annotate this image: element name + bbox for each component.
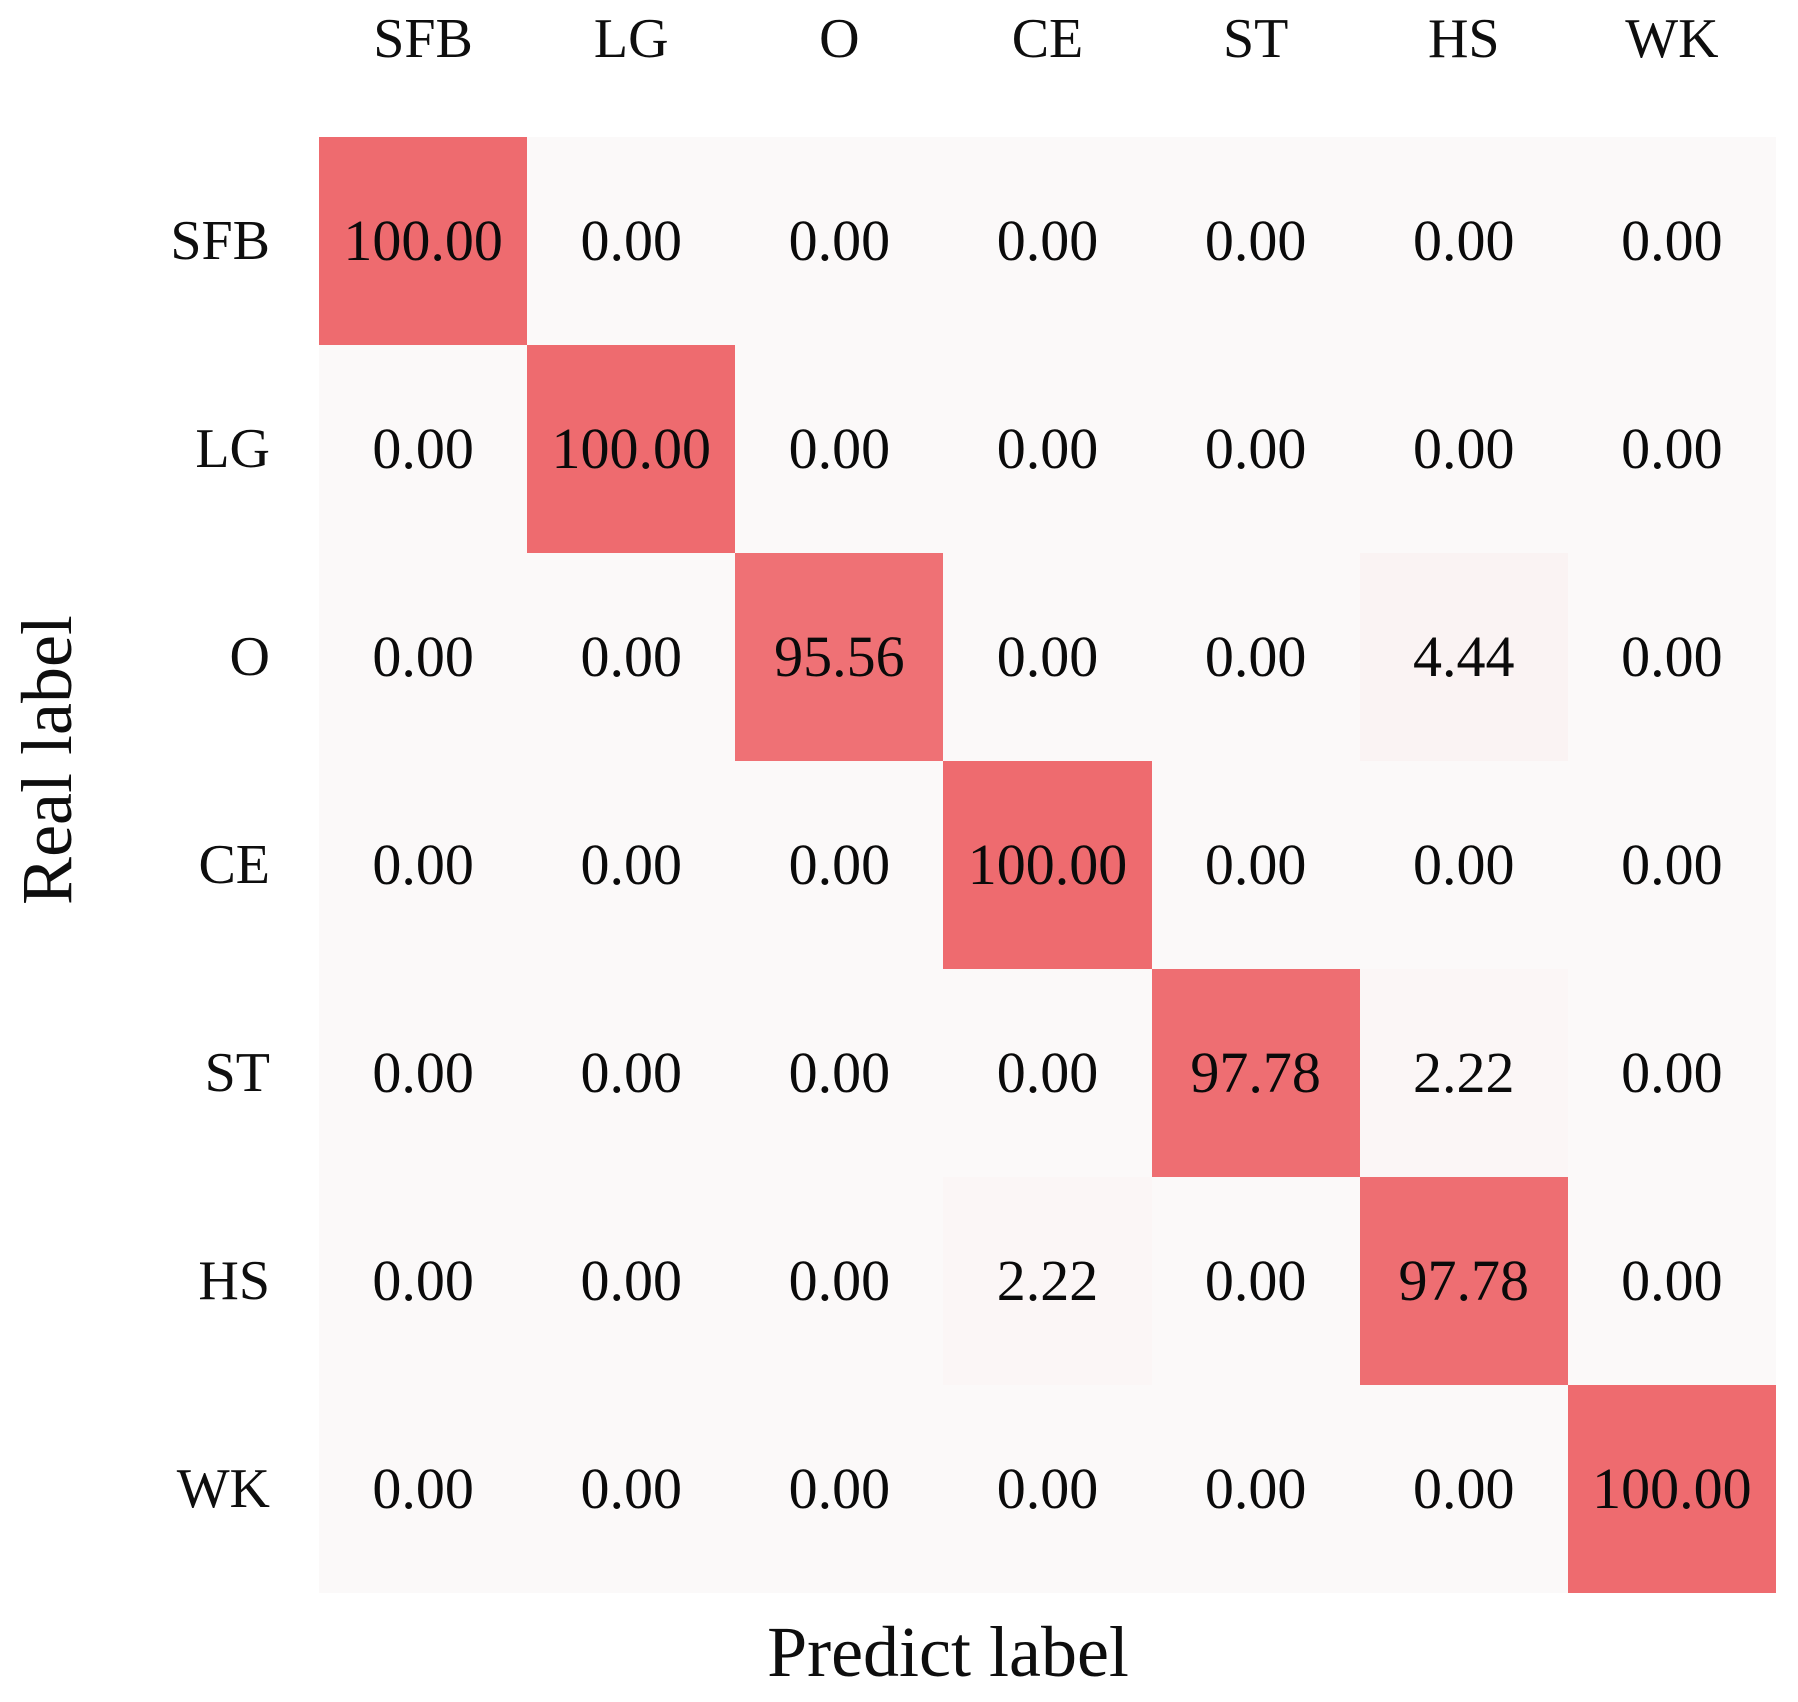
heatmap-cell: 0.00 [943, 345, 1152, 553]
y-tick-label: WK [176, 1458, 270, 1520]
heatmap-cell: 0.00 [319, 761, 528, 969]
heatmap-cell: 0.00 [1151, 1177, 1360, 1385]
heatmap-cell: 0.00 [735, 761, 944, 969]
x-tick-label: SFB [373, 8, 473, 70]
heatmap-cell: 0.00 [1359, 345, 1568, 553]
heatmap-cell: 0.00 [527, 1177, 736, 1385]
heatmap-cell: 97.78 [1151, 969, 1360, 1177]
heatmap-cell: 0.00 [1567, 761, 1776, 969]
heatmap-cell: 0.00 [735, 1385, 944, 1593]
heatmap-cell: 0.00 [527, 137, 736, 345]
heatmap-cell: 2.22 [943, 1177, 1152, 1385]
heatmap-cell: 0.00 [319, 1385, 528, 1593]
y-tick-label: ST [204, 1042, 270, 1104]
heatmap-cell: 95.56 [735, 553, 944, 761]
heatmap-cell: 0.00 [527, 553, 736, 761]
heatmap-cell: 0.00 [319, 969, 528, 1177]
heatmap-cell: 0.00 [735, 345, 944, 553]
heatmap-cell: 0.00 [1567, 345, 1776, 553]
heatmap-cell: 0.00 [1151, 1385, 1360, 1593]
heatmap-grid: 100.00 0.00 0.00 0.00 0.00 0.00 0.00 0.00 100.00… [319, 137, 1776, 1593]
heatmap-cell: 100.00 [943, 761, 1152, 969]
heatmap-cell: 0.00 [1567, 1177, 1776, 1385]
y-tick-label: SFB [170, 210, 270, 272]
heatmap-cell: 0.00 [1359, 761, 1568, 969]
y-tick-label: CE [198, 834, 270, 896]
y-tick-label: LG [195, 418, 270, 480]
heatmap-cell: 0.00 [319, 345, 528, 553]
heatmap-cell: 0.00 [1359, 1385, 1568, 1593]
heatmap-cell: 0.00 [1151, 345, 1360, 553]
x-tick-label: ST [1222, 8, 1289, 70]
x-tick-label: HS [1427, 8, 1500, 70]
x-axis-label: Predict label [767, 1612, 1129, 1692]
heatmap-cell: 0.00 [943, 969, 1152, 1177]
heatmap-cell: 0.00 [1567, 137, 1776, 345]
heatmap-cell: 0.00 [527, 969, 736, 1177]
heatmap-cell: 0.00 [943, 553, 1152, 761]
x-tick-label: WK [1625, 8, 1719, 70]
heatmap-cell: 0.00 [735, 969, 944, 1177]
heatmap-cell: 0.00 [735, 1177, 944, 1385]
heatmap-cell: 100.00 [1567, 1385, 1776, 1593]
heatmap-cell: 0.00 [319, 553, 528, 761]
heatmap-cell: 0.00 [1151, 553, 1360, 761]
heatmap-cell: 0.00 [1567, 969, 1776, 1177]
heatmap-cell: 0.00 [943, 1385, 1152, 1593]
y-tick-label: O [229, 626, 270, 688]
x-tick-label: LG [593, 8, 669, 70]
heatmap-cell: 100.00 [319, 137, 528, 345]
heatmap-cell: 0.00 [319, 1177, 528, 1385]
x-tick-label: CE [1011, 8, 1084, 70]
y-tick-labels: SFB LG O CE ST HS WK [0, 137, 270, 1593]
heatmap-cell: 0.00 [527, 761, 736, 969]
y-axis-label: Real label [7, 615, 87, 905]
heatmap-cell: 4.44 [1359, 553, 1568, 761]
heatmap-cell: 2.22 [1359, 969, 1568, 1177]
heatmap-cell: 0.00 [1567, 553, 1776, 761]
heatmap-cell: 0.00 [1359, 137, 1568, 345]
x-tick-labels: SFB LG O CE ST HS WK [319, 6, 1776, 72]
heatmap-cell: 0.00 [1151, 137, 1360, 345]
y-tick-label: HS [198, 1250, 270, 1312]
heatmap-cell: 0.00 [1151, 761, 1360, 969]
heatmap-cell: 0.00 [735, 137, 944, 345]
x-tick-label: O [819, 8, 860, 70]
heatmap-cell: 97.78 [1359, 1177, 1568, 1385]
heatmap-cell: 0.00 [527, 1385, 736, 1593]
heatmap-cell: 100.00 [527, 345, 736, 553]
heatmap-cell: 0.00 [943, 137, 1152, 345]
